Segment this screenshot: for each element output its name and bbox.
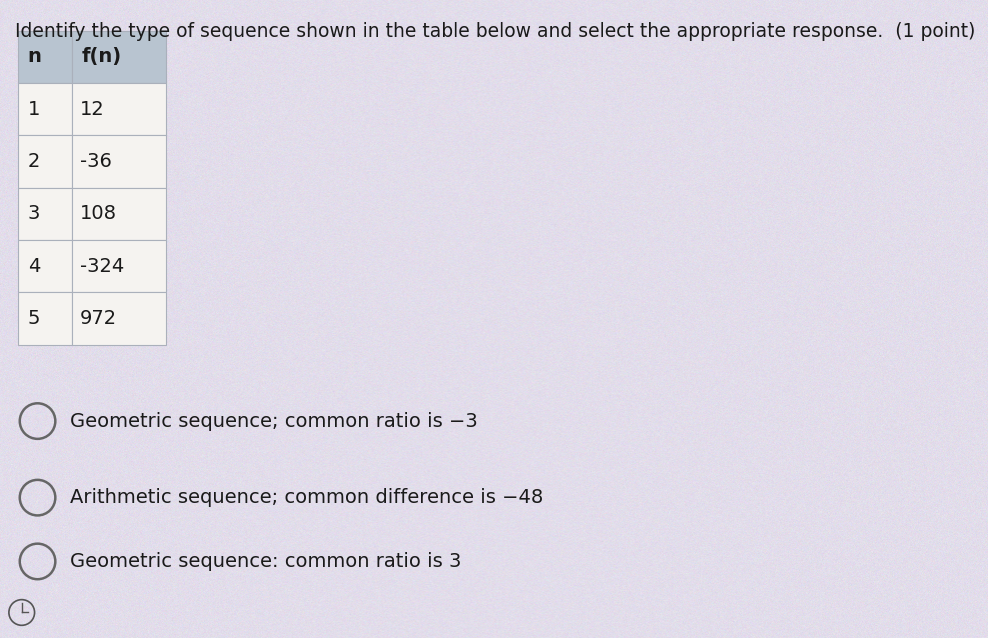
Bar: [18, 292, 72, 345]
Bar: [18, 135, 72, 188]
Bar: [72, 240, 166, 292]
Text: 108: 108: [80, 204, 117, 223]
Text: 972: 972: [80, 309, 118, 328]
Text: 12: 12: [80, 100, 105, 119]
Text: n: n: [28, 47, 41, 66]
Text: Arithmetic sequence; common difference is −48: Arithmetic sequence; common difference i…: [70, 488, 543, 507]
Bar: [18, 188, 72, 240]
Text: -36: -36: [80, 152, 112, 171]
Bar: [18, 83, 72, 135]
Bar: [72, 83, 166, 135]
Text: Geometric sequence: common ratio is 3: Geometric sequence: common ratio is 3: [70, 552, 461, 571]
Bar: [72, 135, 166, 188]
Text: -324: -324: [80, 256, 124, 276]
Text: Identify the type of sequence shown in the table below and select the appropriat: Identify the type of sequence shown in t…: [15, 22, 975, 41]
Text: 5: 5: [28, 309, 41, 328]
Text: 4: 4: [28, 256, 41, 276]
Text: 2: 2: [28, 152, 41, 171]
Text: f(n): f(n): [82, 47, 123, 66]
Text: 3: 3: [28, 204, 41, 223]
Bar: [18, 240, 72, 292]
Bar: [72, 188, 166, 240]
Bar: [72, 292, 166, 345]
Text: 1: 1: [28, 100, 41, 119]
Bar: [72, 31, 166, 83]
Text: Geometric sequence; common ratio is −3: Geometric sequence; common ratio is −3: [70, 412, 478, 431]
Bar: [18, 31, 72, 83]
